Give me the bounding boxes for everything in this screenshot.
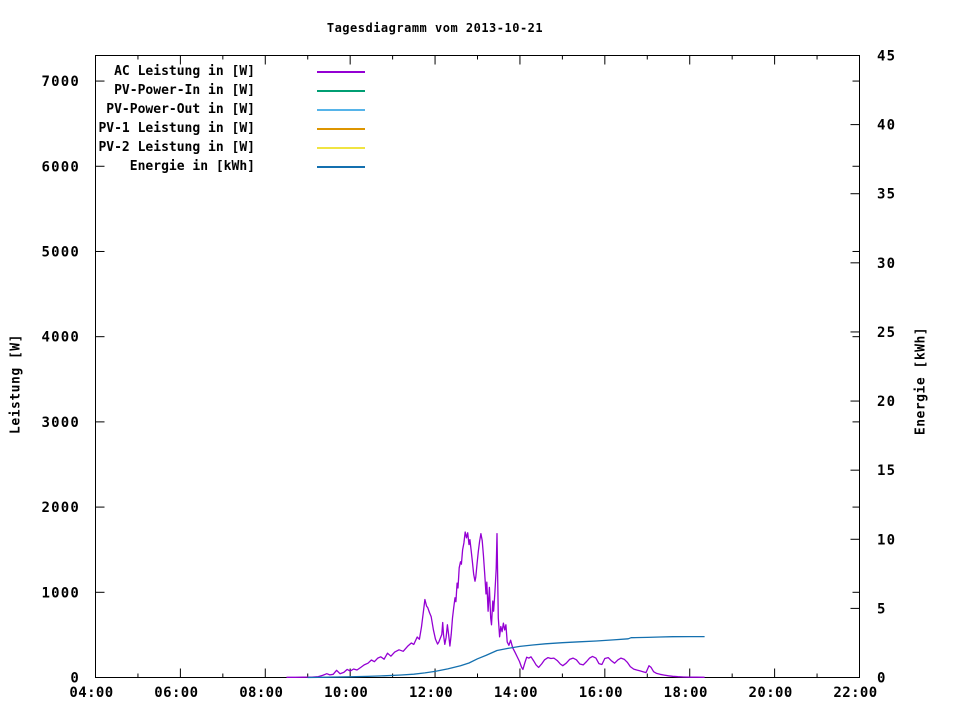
x-tick-label: 16:00 [579, 685, 623, 701]
y-right-tick-label: 5 [877, 601, 887, 617]
legend-label: PV-Power-In in [W] [114, 83, 255, 98]
x-tick-label: 14:00 [494, 685, 538, 701]
y-right-tick-label: 10 [877, 532, 896, 548]
y-left-tick-label: 2000 [41, 500, 80, 516]
y-right-tick-label: 0 [877, 671, 887, 687]
legend-label: Energie in [kWh] [129, 159, 255, 174]
x-tick-label: 04:00 [69, 685, 113, 701]
x-tick-label: 12:00 [409, 685, 453, 701]
legend-label: PV-2 Leistung in [W] [98, 140, 255, 155]
legend-row: AC Leistung in [W] [95, 62, 365, 81]
y-right-tick-label: 40 [877, 118, 896, 134]
x-tick-label: 06:00 [154, 685, 198, 701]
y-left-tick-label: 6000 [41, 159, 80, 175]
y-right-tick-label: 20 [877, 394, 896, 410]
x-tick-label: 08:00 [239, 685, 283, 701]
y-right-tick-label: 35 [877, 187, 896, 203]
y-left-tick-label: 5000 [41, 244, 80, 260]
x-tick-label: 22:00 [833, 685, 877, 701]
y-left-tick-label: 3000 [41, 415, 80, 431]
y-right-tick-label: 15 [877, 463, 896, 479]
y-left-tick-label: 7000 [41, 74, 80, 90]
y-left-tick-label: 0 [70, 671, 80, 687]
legend-row: PV-1 Leistung in [W] [95, 119, 365, 138]
series-line-6 [307, 635, 705, 679]
legend-line-sample [317, 89, 365, 92]
legend-row: PV-2 Leistung in [W] [95, 138, 365, 157]
y-right-tick-label: 30 [877, 256, 896, 272]
legend-label: PV-1 Leistung in [W] [98, 121, 255, 136]
y-right-tick-label: 45 [877, 49, 896, 65]
y-left-tick-label: 4000 [41, 330, 80, 346]
x-tick-label: 10:00 [324, 685, 368, 701]
series-line-1 [286, 531, 705, 678]
chart-title: Tagesdiagramm vom 2013-10-21 [326, 21, 544, 35]
legend-line-sample [317, 108, 365, 111]
legend-line-sample [317, 146, 365, 149]
y-right-tick-label: 25 [877, 325, 896, 341]
legend-line-sample [317, 70, 365, 73]
legend: AC Leistung in [W] PV-Power-In in [W] PV-P… [95, 62, 365, 176]
legend-line-sample [317, 165, 365, 168]
x-tick-label: 18:00 [664, 685, 708, 701]
legend-row: PV-Power-In in [W] [95, 81, 365, 100]
legend-label: AC Leistung in [W] [114, 64, 255, 79]
legend-label: PV-Power-Out in [W] [106, 102, 255, 117]
y-left-tick-label: 1000 [41, 585, 80, 601]
legend-line-sample [317, 127, 365, 130]
legend-row: Energie in [kWh] [95, 157, 365, 176]
legend-row: PV-Power-Out in [W] [95, 100, 365, 119]
x-tick-label: 20:00 [749, 685, 793, 701]
